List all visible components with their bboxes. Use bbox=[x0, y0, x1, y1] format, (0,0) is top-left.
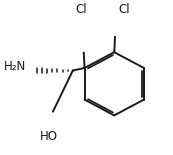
Text: Cl: Cl bbox=[76, 3, 87, 16]
Text: Cl: Cl bbox=[119, 3, 130, 16]
Text: H₂N: H₂N bbox=[3, 60, 26, 73]
Text: HO: HO bbox=[40, 130, 58, 143]
